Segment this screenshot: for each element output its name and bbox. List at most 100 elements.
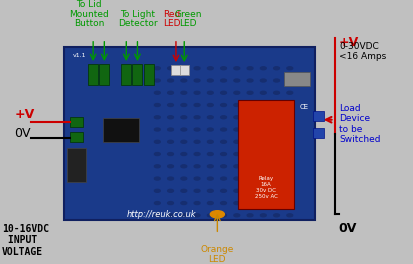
Circle shape [247,165,252,168]
Circle shape [286,128,292,131]
Circle shape [167,79,173,82]
Circle shape [286,91,292,94]
Circle shape [154,103,160,106]
Circle shape [210,211,224,218]
Circle shape [220,177,226,180]
Circle shape [220,116,226,119]
Circle shape [260,140,266,143]
Circle shape [233,128,239,131]
Bar [64,47,314,220]
Circle shape [286,67,292,70]
Circle shape [233,202,239,205]
Circle shape [233,67,239,70]
Circle shape [273,165,279,168]
Circle shape [194,140,199,143]
Bar [103,118,138,142]
Circle shape [220,140,226,143]
Text: CE: CE [299,104,308,110]
Circle shape [194,165,199,168]
Circle shape [167,67,173,70]
Circle shape [154,214,160,217]
Circle shape [180,214,186,217]
Circle shape [154,128,160,131]
Bar [312,111,323,121]
Circle shape [247,153,252,155]
Circle shape [194,202,199,205]
Circle shape [273,91,279,94]
Circle shape [233,165,239,168]
Circle shape [167,189,173,192]
Bar [144,64,154,85]
Circle shape [220,128,226,131]
Circle shape [154,140,160,143]
Bar [88,64,98,85]
Circle shape [207,91,213,94]
Circle shape [207,103,213,106]
Circle shape [260,189,266,192]
Circle shape [247,177,252,180]
Circle shape [180,128,186,131]
Circle shape [194,103,199,106]
Circle shape [167,91,173,94]
Circle shape [220,67,226,70]
Circle shape [233,177,239,180]
Circle shape [260,153,266,155]
Circle shape [194,128,199,131]
Text: 10-16VDC
 INPUT
VOLTAGE: 10-16VDC INPUT VOLTAGE [2,224,49,257]
Circle shape [233,116,239,119]
Circle shape [167,140,173,143]
Circle shape [180,67,186,70]
Circle shape [154,67,160,70]
Circle shape [273,128,279,131]
Circle shape [194,79,199,82]
Circle shape [273,116,279,119]
Bar [121,64,131,85]
Circle shape [286,214,292,217]
Circle shape [180,189,186,192]
Circle shape [207,67,213,70]
Text: Orange
LED: Orange LED [200,245,233,264]
Circle shape [247,116,252,119]
Circle shape [220,189,226,192]
Bar [69,132,83,142]
Circle shape [167,165,173,168]
Circle shape [194,177,199,180]
Circle shape [167,153,173,155]
Circle shape [233,103,239,106]
Circle shape [154,165,160,168]
Text: +V: +V [14,108,35,121]
Circle shape [220,91,226,94]
Bar [312,128,323,138]
Circle shape [167,103,173,106]
Circle shape [260,91,266,94]
Circle shape [180,177,186,180]
Circle shape [194,153,199,155]
Text: +V: +V [338,36,358,49]
Circle shape [233,189,239,192]
Bar [67,148,86,182]
Bar [283,72,310,86]
Text: Relay
16A
30v DC
250v AC: Relay 16A 30v DC 250v AC [254,176,277,199]
Circle shape [180,116,186,119]
Circle shape [247,140,252,143]
Circle shape [247,189,252,192]
Text: v1.1: v1.1 [72,53,86,58]
Text: 0-30VDC
<16 Amps: 0-30VDC <16 Amps [339,42,386,62]
Circle shape [220,153,226,155]
Circle shape [233,140,239,143]
Circle shape [194,189,199,192]
Circle shape [247,202,252,205]
Circle shape [273,140,279,143]
Circle shape [260,116,266,119]
Circle shape [220,202,226,205]
Circle shape [247,67,252,70]
Circle shape [154,153,160,155]
Text: 0V: 0V [14,127,31,140]
Bar [179,65,188,74]
Circle shape [207,116,213,119]
Circle shape [273,214,279,217]
Circle shape [233,91,239,94]
Circle shape [220,165,226,168]
Circle shape [286,165,292,168]
Bar [171,65,180,74]
